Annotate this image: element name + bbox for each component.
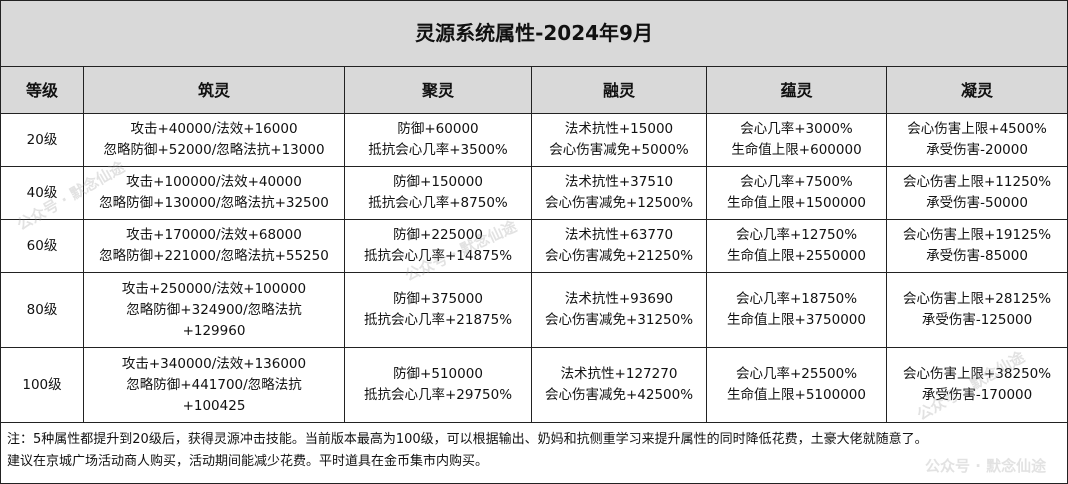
attribute-cell: 防御+225000 抵抗会心几率+14875% [344,219,532,273]
attribute-line: 承受伤害-20000 [926,142,1028,158]
attribute-line: +129960 [182,322,246,339]
attribute-line: 法术抗性+63770 [564,227,674,243]
table-row: 40级 攻击+100000/法效+40000 忽略防御+130000/忽略法抗+32… [0,166,1068,220]
column-header: 筑灵 [83,66,345,114]
attribute-line: 承受伤害-50000 [926,195,1028,211]
attribute-line: 防御+375000 [393,291,483,307]
attribute-cell: 会心伤害上限+28125% 承受伤害-125000 [885,272,1068,348]
attribute-cell: 会心几率+12750% 生命值上限+2550000 [706,219,887,273]
attribute-cell: 攻击+100000/法效+40000 忽略防御+130000/忽略法抗+32500 [83,166,345,220]
column-header: 融灵 [531,66,707,114]
attribute-line: +100425 [182,397,246,414]
attribute-line: 会心几率+12750% [735,227,858,243]
attribute-line: 会心伤害上限+11250% [902,174,1052,190]
attribute-line: 会心伤害减免+42500% [544,387,694,403]
table-row: 80级 攻击+250000/法效+100000 忽略防御+324900/忽略法抗 +1… [0,272,1068,348]
attribute-line: 忽略防御+52000/忽略法抗+13000 [103,142,325,158]
attribute-cell: 会心几率+18750% 生命值上限+3750000 [706,272,887,348]
attribute-cell: 会心几率+25500% 生命值上限+5100000 [706,347,887,423]
attribute-line: 防御+225000 [393,227,483,243]
table-row: 20级 攻击+40000/法效+16000 忽略防御+52000/忽略法抗+1300… [0,113,1068,167]
attribute-line: 会心伤害上限+28125% [902,291,1052,307]
attribute-line: 攻击+40000/法效+16000 [130,121,298,137]
attribute-line: 攻击+340000/法效+136000 [121,355,307,372]
attribute-cell: 法术抗性+37510 会心伤害减免+12500% [531,166,707,220]
attribute-line: 会心伤害减免+31250% [544,312,694,328]
attribute-line: 承受伤害-125000 [921,312,1033,328]
attribute-line: 会心几率+3000% [740,121,853,137]
attribute-line: 生命值上限+2550000 [727,248,866,264]
attribute-line: 法术抗性+15000 [564,121,674,137]
attribute-cell: 会心几率+7500% 生命值上限+1500000 [706,166,887,220]
attribute-line: 忽略防御+221000/忽略法抗+55250 [99,248,329,264]
attribute-cell: 防御+150000 抵抗会心几率+8750% [344,166,532,220]
attribute-line: 抵抗会心几率+3500% [368,142,508,158]
attribute-cell: 防御+375000 抵抗会心几率+21875% [344,272,532,348]
attribute-cell: 攻击+250000/法效+100000 忽略防御+324900/忽略法抗 +1299… [83,272,345,348]
column-header: 凝灵 [885,66,1068,114]
attribute-cell: 会心伤害上限+19125% 承受伤害-85000 [885,219,1068,273]
attribute-line: 会心伤害减免+5000% [549,142,689,158]
note-cell: 注：5种属性都提升到20级后，获得灵源冲击技能。当前版本最高为100级，可以根据… [0,422,1068,484]
level-cell: 60级 [0,219,84,273]
table-title: 灵源系统属性-2024年9月 [0,0,1068,67]
attribute-cell: 攻击+40000/法效+16000 忽略防御+52000/忽略法抗+13000 [83,113,345,167]
attribute-cell: 攻击+340000/法效+136000 忽略防御+441700/忽略法抗 +1004… [83,347,345,423]
level-cell: 100级 [0,347,84,423]
attribute-cell: 法术抗性+127270 会心伤害减免+42500% [531,347,707,423]
attribute-line: 攻击+170000/法效+68000 [126,227,302,243]
attribute-line: 忽略防御+130000/忽略法抗+32500 [99,195,329,211]
attribute-cell: 法术抗性+93690 会心伤害减免+31250% [531,272,707,348]
column-header: 聚灵 [344,66,532,114]
attribute-line: 会心伤害减免+12500% [544,195,694,211]
attribute-line: 会心伤害上限+4500% [907,121,1047,137]
attribute-cell: 攻击+170000/法效+68000 忽略防御+221000/忽略法抗+55250 [83,219,345,273]
attribute-cell: 法术抗性+15000 会心伤害减免+5000% [531,113,707,167]
attribute-line: 会心伤害上限+38250% [902,366,1052,382]
attribute-line: 防御+150000 [393,174,483,190]
attribute-cell: 防御+60000 抵抗会心几率+3500% [344,113,532,167]
attribute-line: 抵抗会心几率+29750% [363,387,513,403]
attribute-cell: 会心伤害上限+11250% 承受伤害-50000 [885,166,1068,220]
level-cell: 80级 [0,272,84,348]
attribute-line: 防御+60000 [397,121,479,137]
attribute-line: 攻击+100000/法效+40000 [126,174,302,190]
attribute-line: 法术抗性+37510 [564,174,674,190]
attribute-line: 生命值上限+600000 [731,142,862,158]
attribute-line: 抵抗会心几率+8750% [368,195,508,211]
attribute-line: 承受伤害-85000 [926,248,1028,264]
attribute-line: 攻击+250000/法效+100000 [121,280,307,297]
attribute-line: 会心几率+25500% [735,366,858,382]
note-line: 建议在京城广场活动商人购买，活动期间能减少花费。平时道具在金币集市内购买。 [7,454,489,469]
header-row: 等级 筑灵 聚灵 融灵 蕴灵 凝灵 [0,66,1068,114]
attribute-line: 抵抗会心几率+21875% [363,312,513,328]
attribute-line: 会心伤害减免+21250% [544,248,694,264]
attribute-line: 会心几率+18750% [735,291,858,307]
attribute-cell: 会心几率+3000% 生命值上限+600000 [706,113,887,167]
attribute-line: 会心伤害上限+19125% [902,227,1052,243]
column-header: 蕴灵 [706,66,887,114]
attribute-line: 抵抗会心几率+14875% [363,248,513,264]
attribute-cell: 法术抗性+63770 会心伤害减免+21250% [531,219,707,273]
attribute-line: 忽略防御+324900/忽略法抗 [126,301,302,318]
attribute-line: 法术抗性+127270 [560,366,678,382]
table-row: 100级 攻击+340000/法效+136000 忽略防御+441700/忽略法抗 +… [0,347,1068,423]
attribute-line: 法术抗性+93690 [564,291,674,307]
table-row: 60级 攻击+170000/法效+68000 忽略防御+221000/忽略法抗+55… [0,219,1068,273]
attribute-cell: 会心伤害上限+38250% 承受伤害-170000 [885,347,1068,423]
attribute-line: 承受伤害-170000 [921,387,1033,403]
attribute-line: 忽略防御+441700/忽略法抗 [126,376,302,393]
attribute-line: 生命值上限+1500000 [727,195,866,211]
attribute-line: 会心几率+7500% [740,174,853,190]
note-line: 注：5种属性都提升到20级后，获得灵源冲击技能。当前版本最高为100级，可以根据… [7,432,928,447]
attribute-cell: 会心伤害上限+4500% 承受伤害-20000 [885,113,1068,167]
attribute-line: 生命值上限+3750000 [727,312,866,328]
column-header: 等级 [0,66,84,114]
level-cell: 20级 [0,113,84,167]
attribute-line: 防御+510000 [393,366,483,382]
level-cell: 40级 [0,166,84,220]
attribute-cell: 防御+510000 抵抗会心几率+29750% [344,347,532,423]
attribute-line: 生命值上限+5100000 [727,387,866,403]
